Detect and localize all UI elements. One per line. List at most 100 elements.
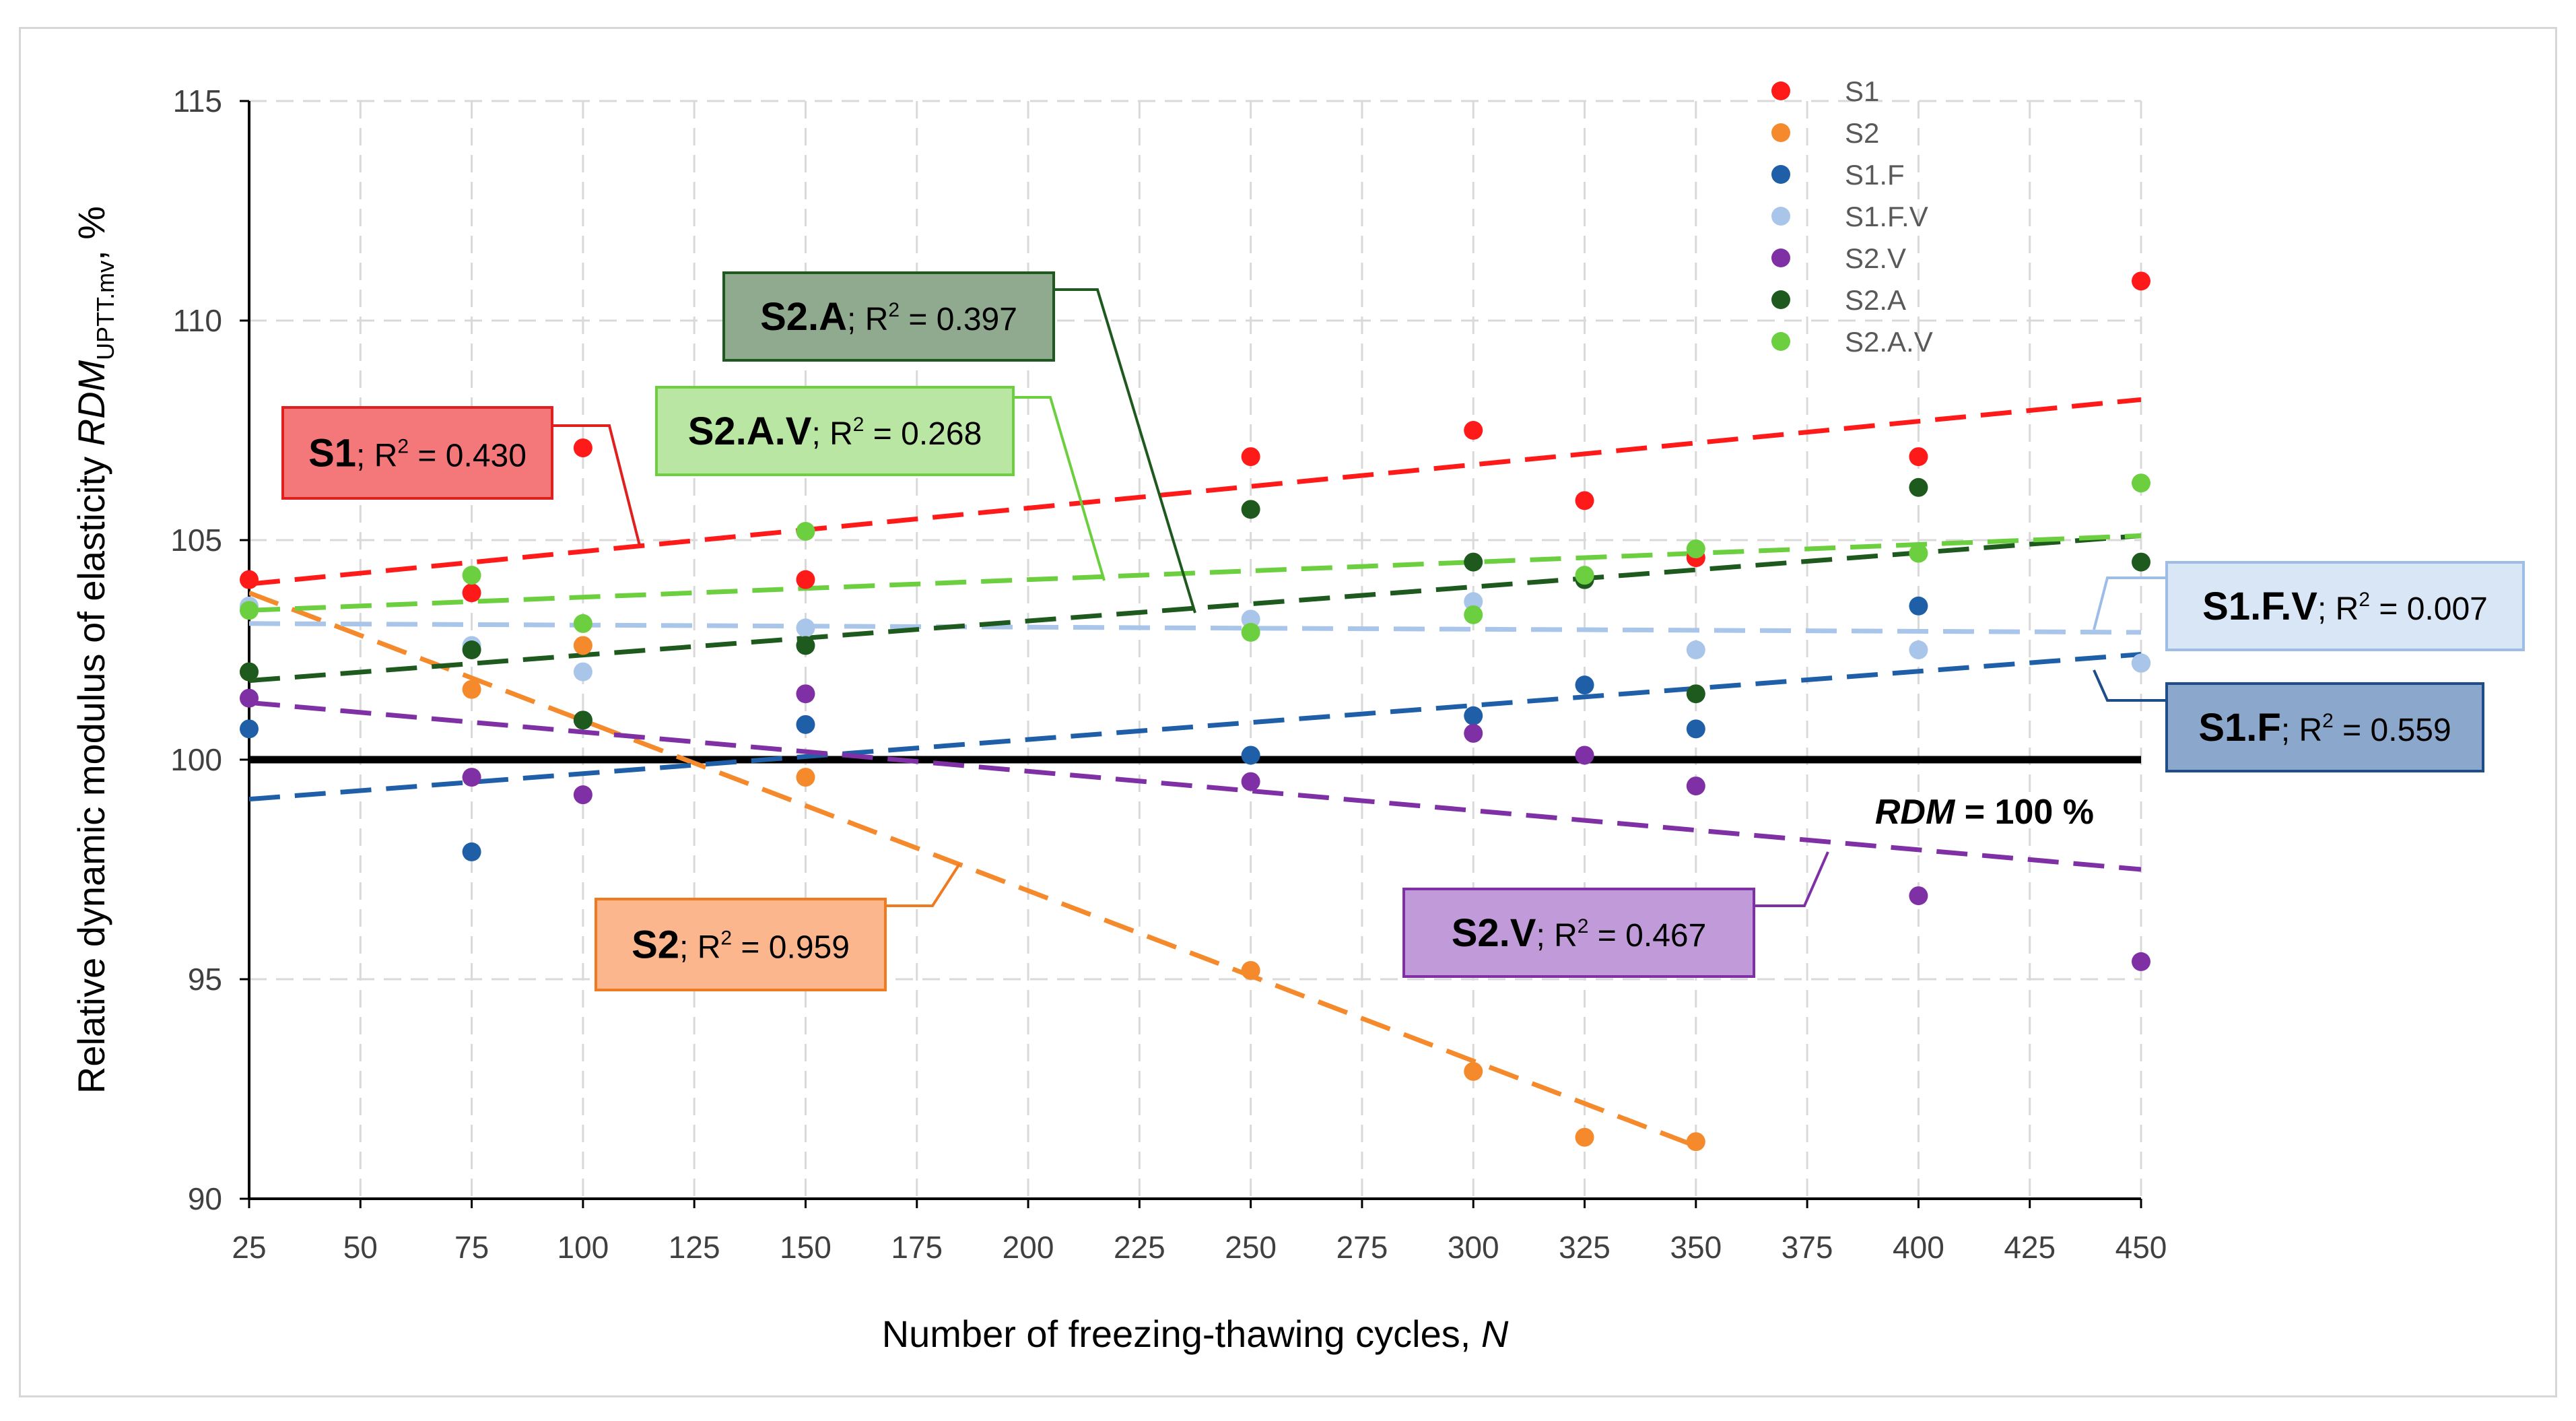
y-tick-label: 115 — [173, 84, 222, 119]
legend-marker-S2 — [1771, 123, 1790, 142]
x-tick-label: 125 — [669, 1230, 720, 1265]
point-S1 — [1241, 447, 1260, 467]
x-tick-label: 275 — [1336, 1230, 1388, 1265]
annotation-r2-superscript: 2 — [720, 927, 732, 950]
legend-label-S2: S2 — [1845, 117, 1879, 149]
point-S2 — [573, 636, 592, 655]
point-S1.F.V — [573, 662, 592, 682]
annotation-r2-superscript: 2 — [2322, 710, 2334, 732]
y-axis-title-text: Relative dynamic modulus of elasticity — [70, 446, 112, 1094]
point-S1.F — [796, 715, 815, 734]
connector-S2.A — [1054, 288, 1196, 614]
annotation-r2-prefix: ; R — [811, 416, 852, 452]
trendline-S2.A — [249, 533, 2141, 684]
point-S2.A — [796, 636, 815, 655]
point-S1 — [462, 583, 481, 603]
y-tick-label: 90 — [188, 1181, 222, 1216]
y-tick-label: 110 — [173, 303, 222, 338]
annotation-r2-prefix: ; R — [847, 302, 888, 337]
point-S2.A — [1464, 552, 1483, 572]
x-axis-title: Number of freezing-thawing cycles, N — [882, 1313, 1509, 1355]
annotation-r2-superscript: 2 — [1578, 915, 1589, 937]
point-S1.F.V — [1909, 640, 1928, 659]
annotation-r2-value: = 0.397 — [900, 302, 1017, 337]
x-tick-label: 100 — [557, 1230, 609, 1265]
x-tick-label: 400 — [1893, 1230, 1944, 1265]
annotation-text-S2: S2; R2 = 0.959 — [632, 923, 850, 967]
annotation-r2-prefix: ; R — [679, 930, 720, 966]
point-S1.F.V — [1686, 640, 1705, 659]
trendline-S2 — [249, 590, 1697, 1149]
legend-marker-S2.V — [1771, 249, 1790, 267]
connector-S1 — [552, 424, 641, 546]
rdm-label-var: RDM — [1875, 793, 1956, 832]
point-S2.V — [1686, 776, 1705, 796]
point-S2 — [462, 680, 481, 699]
point-S2.V — [796, 684, 815, 704]
axis-labels: Number of freezing-thawing cycles, N Rela… — [70, 206, 1509, 1355]
rdm-label-rest: = 100 % — [1955, 793, 2094, 832]
point-S2.A — [2132, 552, 2150, 572]
point-S1.F — [1686, 719, 1705, 739]
y-tick-label: 95 — [188, 962, 222, 997]
x-tick-label: 150 — [780, 1230, 832, 1265]
annotation-series-name: S2.V — [1452, 911, 1536, 955]
point-S2.A — [1241, 500, 1260, 519]
annotation-r2-value: = 0.268 — [864, 416, 982, 452]
point-S1.F.V — [1464, 592, 1483, 612]
connector-S2.V — [1754, 851, 1829, 907]
annotation-box-S2.V — [1402, 888, 1755, 978]
point-S2.V — [1575, 746, 1594, 765]
y-axis-title-var: RDM — [70, 360, 112, 446]
point-S2.V — [2132, 952, 2150, 971]
annotation-r2-superscript: 2 — [2359, 589, 2370, 611]
trendline-S1.F.V — [249, 621, 2141, 635]
annotation-box-S2 — [595, 898, 887, 991]
connector-S1.F — [2093, 669, 2167, 702]
annotation-r2-superscript: 2 — [888, 299, 900, 321]
point-S1 — [1464, 421, 1483, 440]
connector-S2 — [885, 863, 961, 907]
rdm-100-label: RDM = 100 % — [1875, 793, 2094, 832]
point-S2.A.V — [796, 521, 815, 541]
x-tick-label: 325 — [1559, 1230, 1611, 1265]
point-S1 — [1909, 447, 1928, 467]
point-S1 — [240, 570, 259, 589]
x-axis-title-var: N — [1481, 1313, 1509, 1355]
annotation-box-S1.F.V — [2165, 561, 2525, 651]
point-S2.A.V — [1464, 605, 1483, 624]
x-tick-label: 375 — [1782, 1230, 1833, 1265]
point-S2.A.V — [1575, 566, 1594, 585]
annotation-box-S1.F — [2165, 682, 2484, 772]
annotation-box-S1 — [281, 406, 553, 500]
trendlines — [249, 397, 2141, 1149]
point-S1.F.V — [796, 618, 815, 638]
point-S2 — [1686, 1132, 1705, 1152]
annotation-r2-prefix: ; R — [2281, 713, 2322, 748]
y-axis-title: Relative dynamic modulus of elasticity R… — [70, 206, 119, 1094]
annotation-series-name: S1 — [308, 432, 356, 475]
point-S1.F — [1464, 706, 1483, 725]
x-tick-label: 175 — [891, 1230, 943, 1265]
point-S1.F — [1909, 596, 1928, 616]
chart-frame — [19, 27, 2557, 1397]
point-S2.A — [1909, 477, 1928, 497]
point-S1.F — [240, 719, 259, 739]
annotation-text-S2.V: S2.V; R2 = 0.467 — [1452, 911, 1707, 955]
legend: S1 S2 S1.F S1.F.V S2.V S2.A S2.A.V — [1771, 75, 1933, 358]
connector-S1.F.V — [2093, 576, 2167, 630]
point-S2.V — [1909, 886, 1928, 906]
x-tick-label: 225 — [1114, 1230, 1165, 1265]
annotation-r2-prefix: ; R — [356, 438, 397, 474]
annotation-box-S2.A.V — [655, 386, 1015, 476]
y-tick-label: 100 — [170, 742, 222, 777]
trendline-S2.V — [249, 700, 2141, 872]
connector-S2.A.V — [1013, 396, 1106, 581]
legend-marker-S1 — [1771, 81, 1790, 100]
x-tick-label: 200 — [1003, 1230, 1054, 1265]
legend-label-S1: S1 — [1845, 75, 1879, 107]
point-S1.F — [1575, 675, 1594, 695]
callout-connectors — [552, 288, 2167, 907]
